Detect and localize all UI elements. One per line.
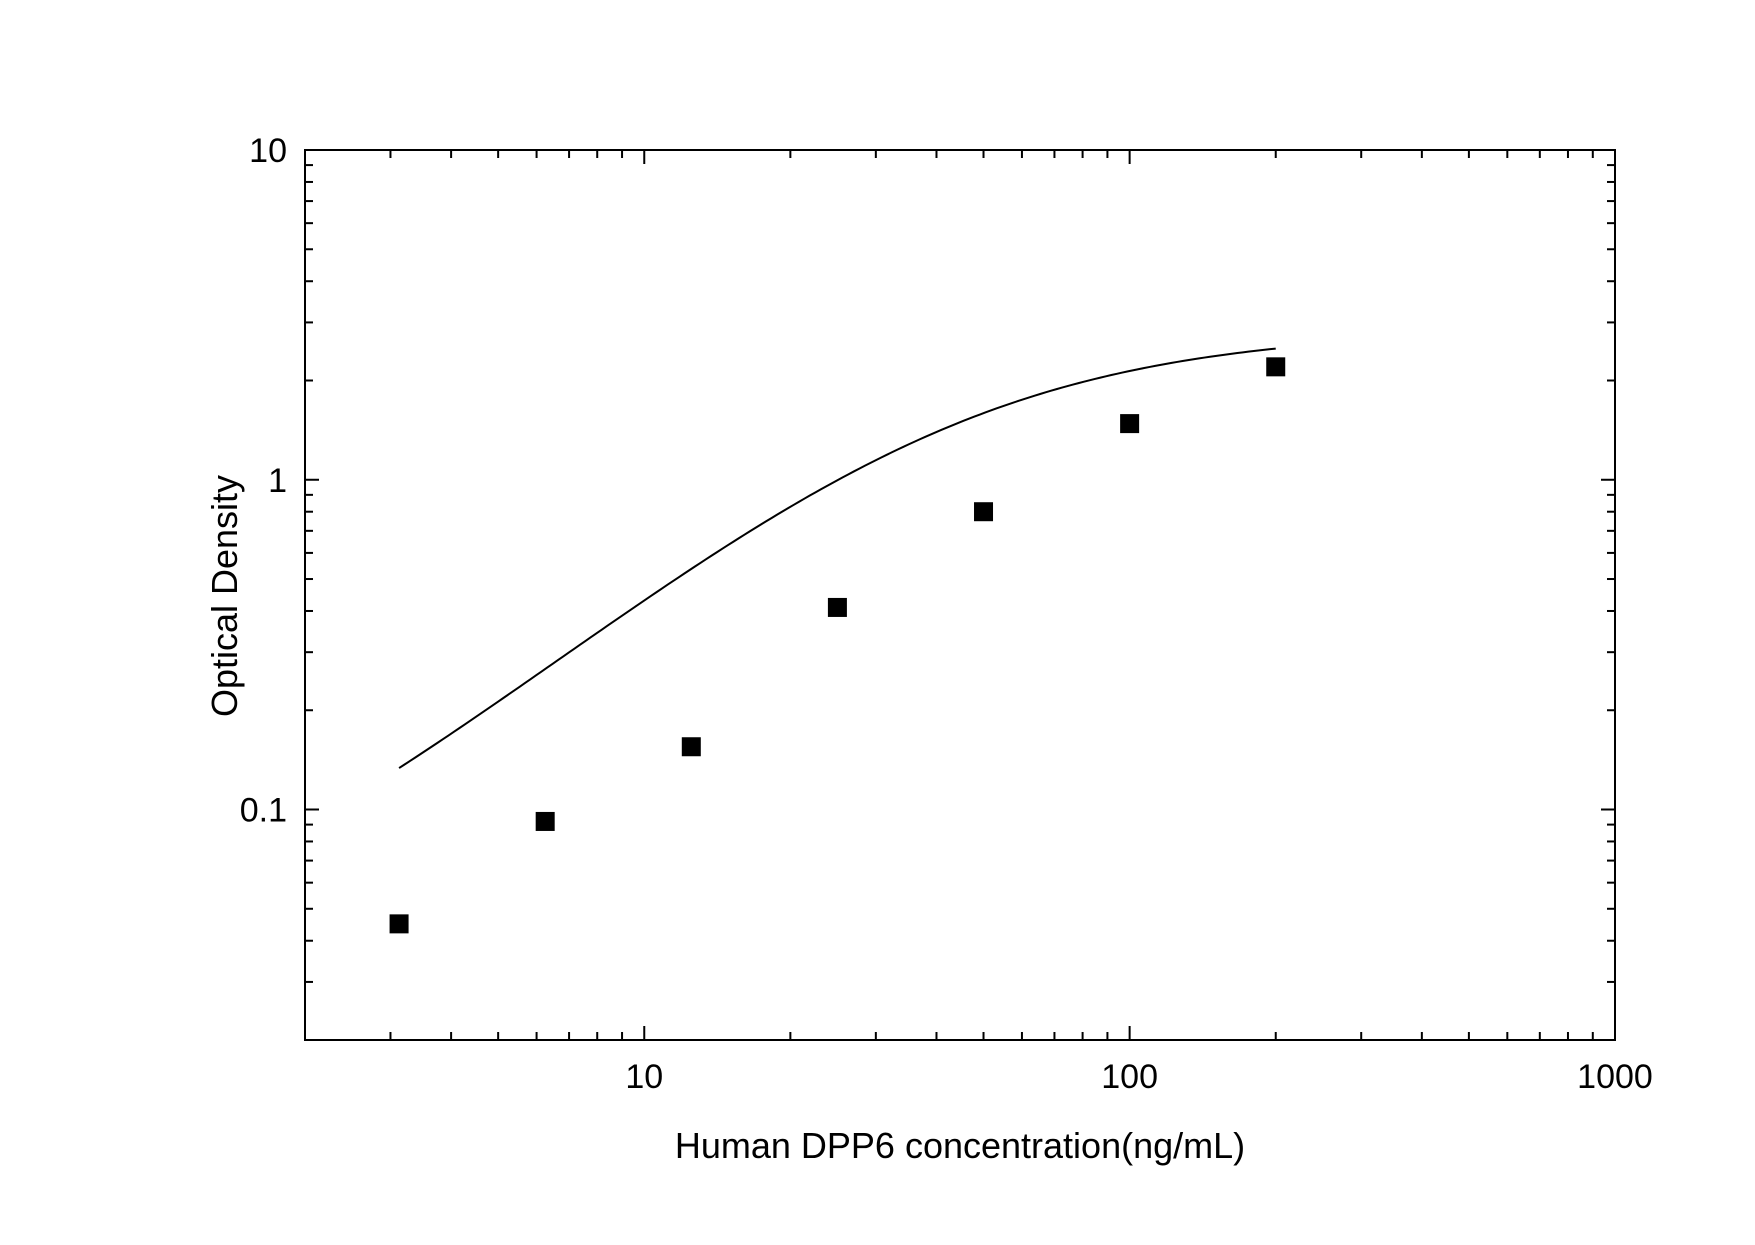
data-marker <box>390 915 408 933</box>
data-marker <box>828 598 846 616</box>
data-marker <box>536 812 554 830</box>
chart-container: 10 100 1000 0.1 1 10 Optical Density Human DP… <box>0 0 1755 1240</box>
x-tick-label: 100 <box>1101 1058 1158 1096</box>
x-tick-label: 1000 <box>1577 1058 1653 1096</box>
y-axis-label: Optical Density <box>204 466 246 726</box>
y-tick-label: 0.1 <box>240 792 287 830</box>
x-tick-label: 10 <box>625 1058 663 1096</box>
y-tick-label: 10 <box>249 132 287 170</box>
data-marker <box>975 503 993 521</box>
x-axis-label: Human DPP6 concentration(ng/mL) <box>305 1125 1615 1167</box>
data-marker <box>682 738 700 756</box>
chart-svg: 10 100 1000 0.1 1 10 <box>0 0 1755 1240</box>
data-marker <box>1121 415 1139 433</box>
y-tick-label: 1 <box>268 462 287 500</box>
data-marker <box>1267 358 1285 376</box>
